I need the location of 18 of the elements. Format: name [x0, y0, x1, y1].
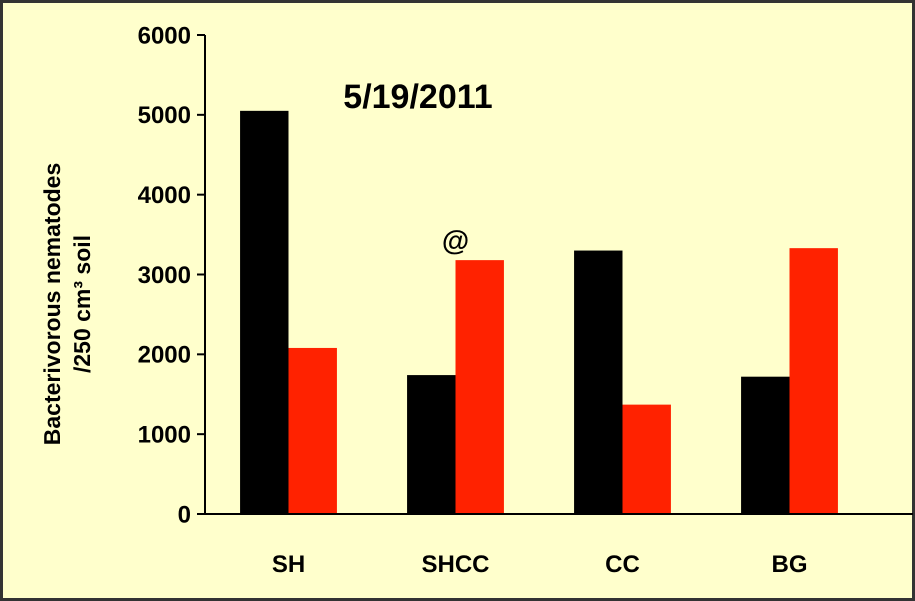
bar [288, 348, 337, 514]
y-tick-label: 2000 [138, 342, 191, 369]
bar [456, 260, 504, 514]
x-tick-label: CC [605, 551, 640, 578]
y-tick-label: 3000 [138, 262, 191, 289]
bar [790, 248, 838, 514]
x-tick-label: SHCC [421, 551, 490, 578]
annotation: @ [442, 225, 470, 256]
x-tick-label: BG [772, 551, 808, 578]
y-tick-label: 4000 [138, 182, 191, 210]
y-tick-label: 6000 [138, 22, 191, 50]
y-tick-label: 5000 [138, 102, 191, 130]
y-tick-label: 0 [178, 501, 191, 528]
bar [622, 404, 671, 514]
x-tick-label: SH [272, 551, 306, 578]
text: 5/19/2011 [343, 78, 493, 116]
y-tick-label: 1000 [138, 422, 191, 449]
y-axis-title: Bacterivorous nematodes /250 cm³ soil [39, 162, 95, 446]
